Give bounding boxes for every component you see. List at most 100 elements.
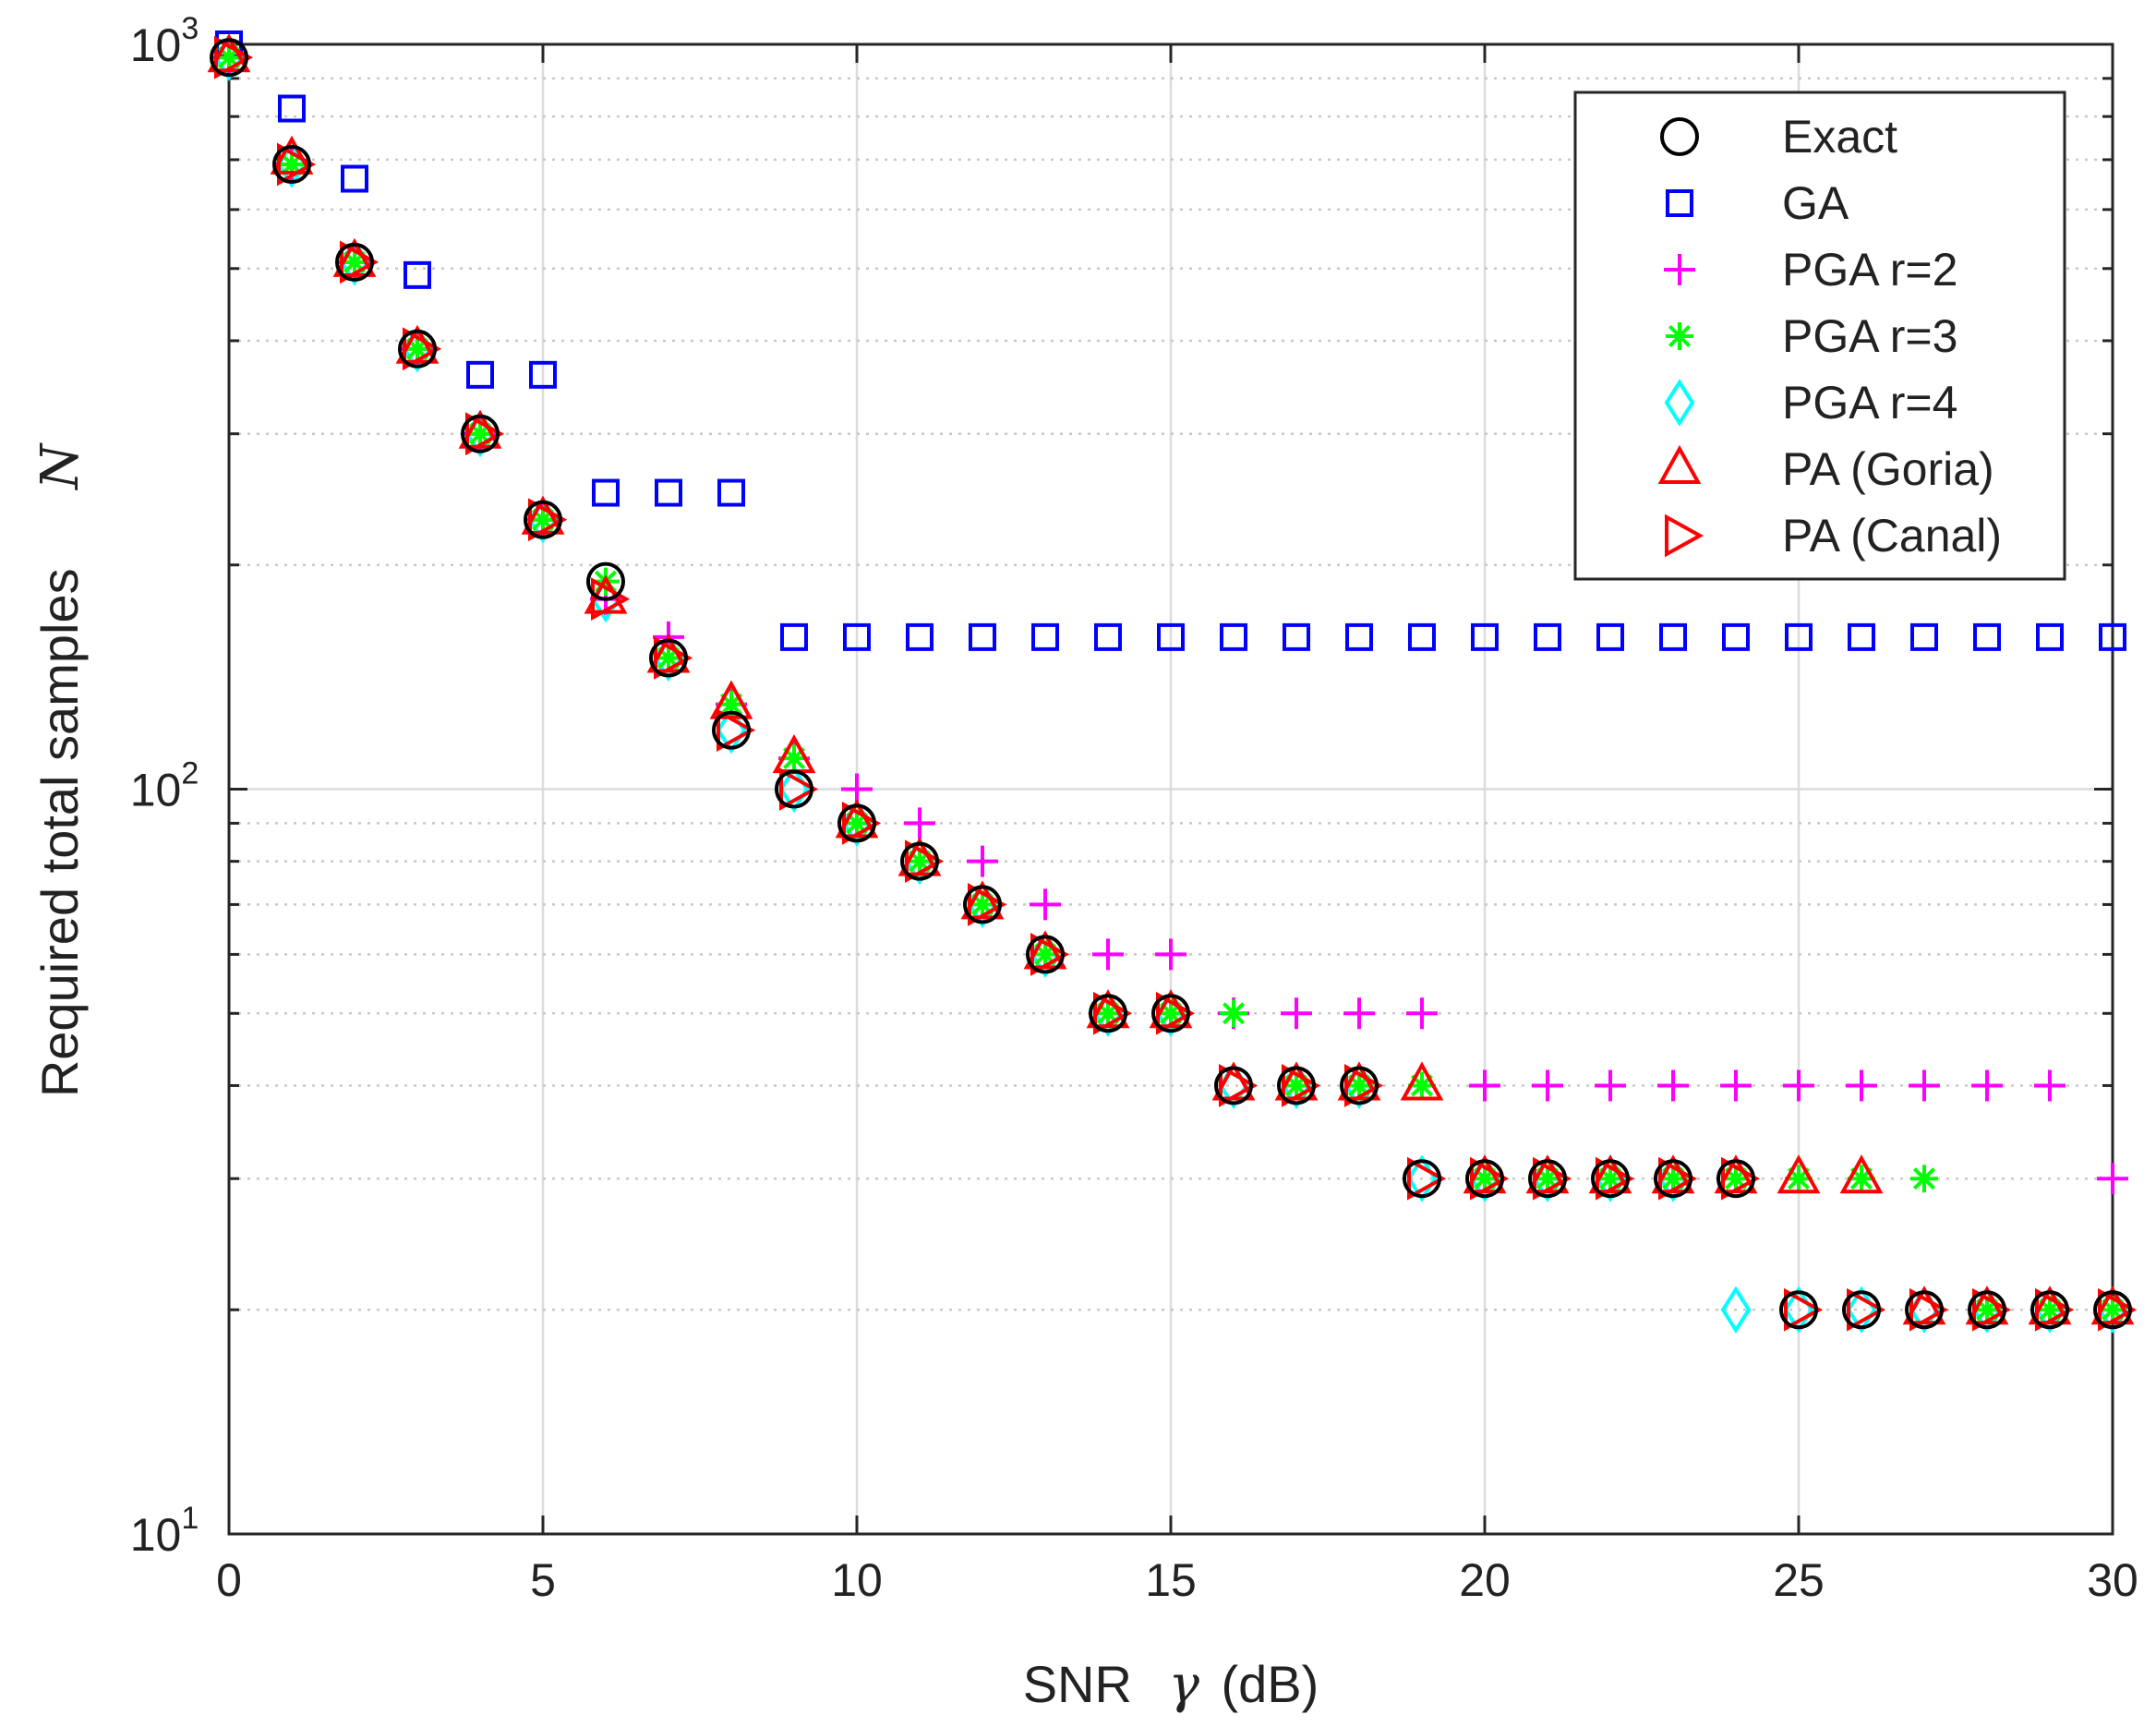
data-point (717, 708, 756, 753)
data-point (466, 360, 494, 389)
data-point (1093, 991, 1133, 1035)
data-point (340, 240, 379, 284)
data-point (1031, 940, 1059, 969)
data-point (1344, 1064, 1384, 1107)
data-point (1910, 622, 1938, 651)
legend-marker (1665, 513, 1704, 558)
data-point (1785, 622, 1813, 651)
data-point (1156, 991, 1196, 1035)
data-point (1972, 1287, 2012, 1332)
data-point (1277, 1066, 1316, 1105)
data-point (1847, 1287, 1886, 1332)
data-point (906, 847, 933, 876)
y-tick-base: 10 (130, 1509, 182, 1561)
data-point (1783, 1069, 1814, 1102)
data-point (1408, 1071, 1436, 1100)
legend-label: PGA r=4 (1782, 377, 1957, 429)
legend-label: Exact (1782, 111, 1897, 163)
legend-item: Exact (1660, 111, 1897, 163)
data-point (842, 802, 882, 845)
legend-items: Exact GA PGA r=2 PGA r=3 PGA r=4 PA (Goria) PA… (1657, 111, 2002, 562)
data-point (214, 35, 254, 79)
data-point (586, 562, 625, 601)
data-point (843, 622, 871, 651)
data-point (529, 360, 557, 389)
data-point (461, 414, 500, 453)
data-point (1973, 622, 2001, 651)
data-point (2099, 1296, 2126, 1324)
data-point (2036, 1296, 2064, 1324)
data-point (1283, 622, 1310, 651)
data-point (1779, 1290, 1818, 1330)
legend-marker (1666, 189, 1693, 217)
x-tick-label: 30 (2087, 1554, 2138, 1606)
data-point (1909, 1287, 1949, 1332)
data-point (1157, 622, 1185, 651)
x-tick-label: 0 (216, 1554, 242, 1606)
data-point (1469, 1069, 1500, 1102)
series-exact (210, 38, 2132, 1330)
data-point (1345, 622, 1373, 651)
data-point (1345, 1071, 1373, 1100)
legend-box (1573, 91, 2066, 581)
data-point (278, 94, 306, 123)
data-point (1219, 1064, 1259, 1107)
data-point (717, 690, 745, 719)
data-point (1408, 622, 1436, 651)
data-point (2036, 622, 2064, 651)
data-point (341, 164, 368, 193)
data-point (1030, 888, 1061, 921)
data-point (1722, 622, 1750, 651)
data-point (904, 807, 935, 839)
data-point (1659, 622, 1687, 651)
data-point (1909, 1069, 1940, 1102)
data-point (398, 329, 437, 368)
data-point (843, 809, 871, 838)
data-point (1534, 622, 1561, 651)
data-point (1214, 1066, 1253, 1105)
data-point (466, 419, 494, 448)
data-point (2030, 1290, 2069, 1330)
legend-marker (1660, 117, 1699, 156)
legend-marker (1664, 379, 1695, 427)
data-point (905, 839, 945, 884)
legend-label: PGA r=2 (1782, 244, 1957, 296)
data-point (775, 769, 813, 809)
data-point (1842, 1290, 1881, 1330)
data-point (969, 622, 996, 651)
legend-label: PA (Goria) (1782, 443, 1994, 495)
data-point (1596, 622, 1624, 651)
data-point (591, 577, 631, 622)
data-point (1340, 1066, 1379, 1105)
data-point (1471, 1165, 1499, 1193)
y-axis-symbol: N (30, 442, 90, 491)
x-axis-label: SNR γ (dB) (1023, 1655, 1319, 1715)
data-point (1777, 1154, 1821, 1194)
legend-item: GA (1666, 177, 1849, 229)
y-axis-label-text: Required total samples (30, 568, 89, 1097)
data-point (2097, 1163, 2128, 1195)
data-point (1785, 1165, 1813, 1193)
data-point (1657, 1069, 1689, 1102)
data-point (1220, 622, 1247, 651)
data-point (1720, 1069, 1752, 1102)
data-point (1839, 1154, 1884, 1194)
data-point (1092, 938, 1124, 971)
x-axis-unit: (dB) (1222, 1655, 1319, 1713)
data-point (1722, 1165, 1750, 1193)
y-tick-exponent: 2 (181, 756, 199, 791)
legend-item: PGA r=3 (1666, 310, 1957, 362)
data-point (528, 498, 568, 542)
x-axis-symbol: γ (1168, 1655, 1199, 1715)
x-tick-label: 25 (1773, 1554, 1825, 1606)
legend-label: GA (1782, 177, 1849, 229)
data-point (1031, 622, 1059, 651)
data-point (1094, 999, 1122, 1028)
x-tick-label: 15 (1145, 1554, 1197, 1606)
data-point (1528, 1159, 1567, 1199)
data-point (649, 638, 688, 678)
data-point (1533, 1156, 1572, 1201)
data-point (278, 150, 306, 178)
